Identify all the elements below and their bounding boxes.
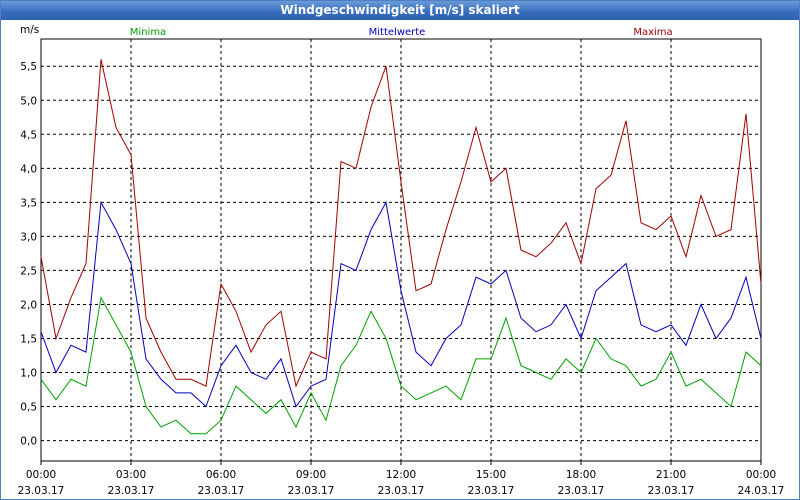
- wind-speed-chart: 0,0 0,5 1,0 1,5 2,0 2,5 3,0 3,5 4,0 4,5 5,0 5,5 00:0…: [18, 24, 785, 497]
- y-tick-label: 2,0: [20, 299, 37, 311]
- x-tick-date-label: 23.03.17: [198, 485, 245, 497]
- y-tick-label: 2,5: [20, 265, 37, 277]
- series-line-maxima: [40, 59, 762, 388]
- x-tick-time-label: 12:00: [386, 469, 416, 481]
- legend-minima: Minima: [130, 27, 166, 38]
- x-tick-time-label: 09:00: [296, 469, 326, 481]
- y-tick-label: 5,0: [20, 95, 37, 107]
- window-title: Windgeschwindigkeit [m/s] skaliert: [1, 1, 799, 20]
- x-tick-date-label: 23.03.17: [288, 485, 335, 497]
- series-line-mittelwerte: [40, 200, 762, 408]
- x-tick-time-label: 06:00: [206, 469, 236, 481]
- x-tick-time-label: 00:00: [26, 469, 56, 481]
- x-tick-time-label: 15:00: [476, 469, 506, 481]
- x-tick-date-label: 24.03.17: [738, 485, 785, 497]
- series-line-minima: [40, 296, 762, 435]
- y-tick-label: 1,5: [20, 333, 37, 345]
- x-tick-date-label: 23.03.17: [18, 485, 65, 497]
- y-tick-label: 1,0: [20, 368, 37, 380]
- x-tick-date-label: 23.03.17: [378, 485, 425, 497]
- legend-maxima: Maxima: [633, 27, 672, 38]
- x-tick-date-label: 23.03.17: [468, 485, 515, 497]
- x-tick-date-label: 23.03.17: [558, 485, 605, 497]
- y-tick-label: 3,0: [20, 231, 37, 243]
- y-tick-label: 3,5: [20, 197, 37, 209]
- x-tick-time-label: 00:00: [746, 469, 776, 481]
- x-tick-time-label: 03:00: [116, 469, 146, 481]
- legend-mittelwerte: Mittelwerte: [369, 27, 426, 38]
- y-tick-label: 5,5: [20, 61, 37, 73]
- y-axis-label: m/s: [20, 24, 39, 36]
- y-tick-label: 4,0: [20, 163, 37, 175]
- y-tick-label: 4,5: [20, 129, 37, 141]
- x-tick-date-label: 23.03.17: [648, 485, 695, 497]
- x-tick-date-label: 23.03.17: [108, 485, 155, 497]
- x-tick-time-label: 18:00: [566, 469, 596, 481]
- x-tick-time-label: 21:00: [656, 469, 686, 481]
- y-tick-label: 0,5: [20, 402, 37, 414]
- y-tick-label: 0,0: [20, 436, 37, 448]
